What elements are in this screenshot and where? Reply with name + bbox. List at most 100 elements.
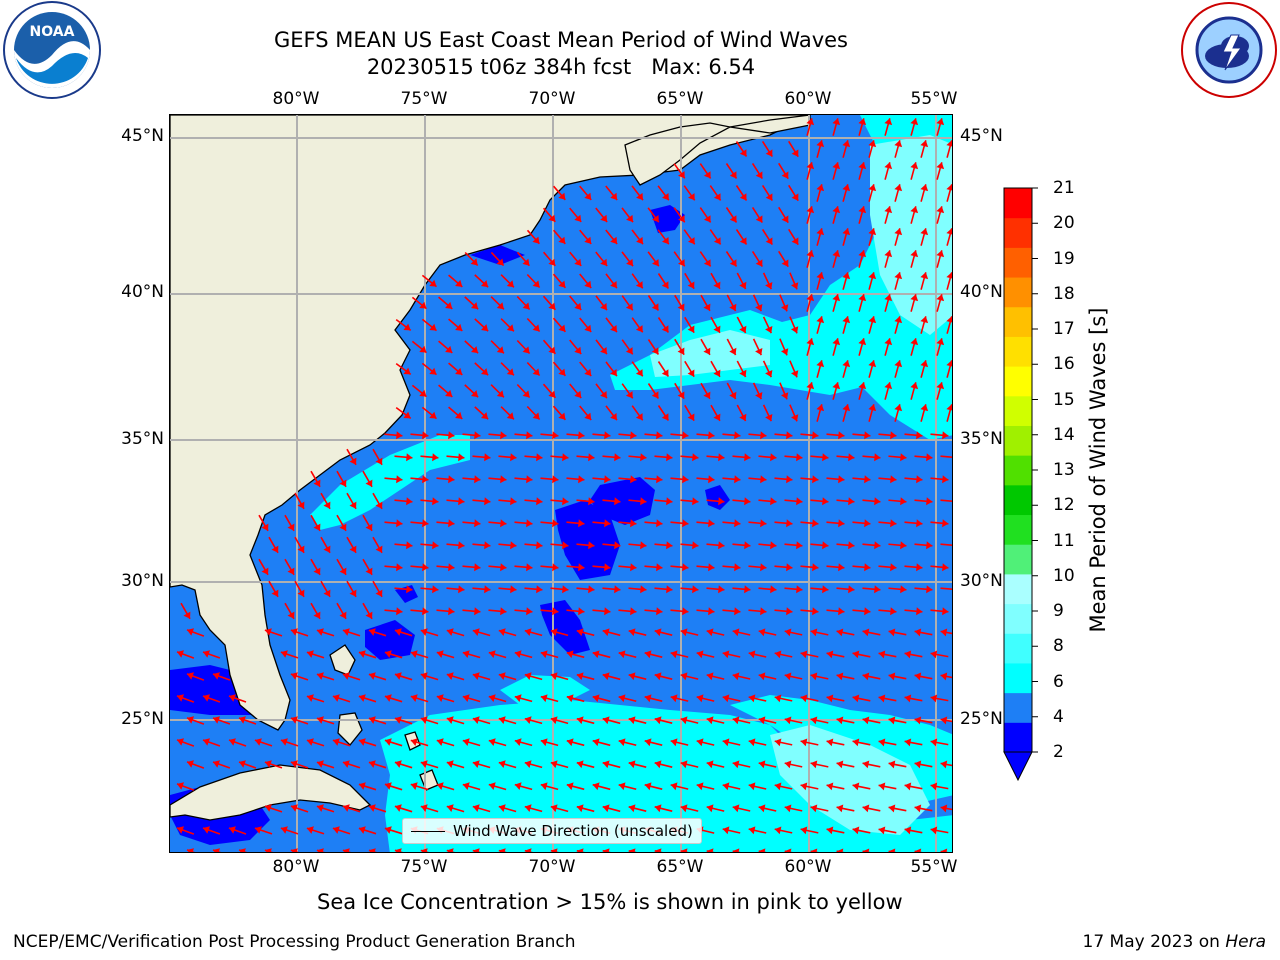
wind-wave-arrowhead [765,237,773,245]
wind-wave-arrowhead [446,716,454,724]
wind-wave-arrowhead [930,738,938,747]
wind-wave-arrowhead [800,738,808,747]
wind-wave-arrowhead [588,541,595,550]
wind-wave-arrowhead [384,826,392,834]
wind-wave-arrowhead [858,162,867,170]
wind-wave-arrowhead [602,760,610,769]
wind-wave-arrowhead [862,716,870,725]
wind-wave-arrowhead [342,672,350,680]
wind-wave-arrowhead [755,348,763,356]
wind-wave-arrowhead [635,281,643,289]
wind-wave-arrowhead [678,259,685,267]
wind-wave-arrowhead [852,826,860,835]
wind-wave-arrowhead [651,347,659,355]
wind-wave-arrowhead [662,193,669,201]
wind-wave-arrowhead [514,650,522,658]
wind-wave-arrowhead [526,519,533,528]
wind-wave-arrowhead [729,347,737,355]
wind-wave-arrowhead [926,585,933,594]
wind-wave-arrowhead [183,611,191,619]
colorbar-segments [1003,187,1033,753]
wind-wave-arrowhead [323,501,331,509]
wind-wave-arrowhead [838,431,845,440]
wind-wave-arrowhead [618,650,626,659]
wind-wave-arrowhead [713,369,721,377]
wind-wave-arrowhead [481,324,489,332]
wind-wave-arrowhead [472,672,480,680]
wind-wave-arrowhead [474,607,481,616]
wind-wave-arrowhead [666,453,673,462]
wind-wave-arrowhead [739,237,747,245]
wind-wave-arrowhead [339,523,347,531]
wind-wave-arrowhead [832,162,841,170]
wind-wave-arrowhead [822,541,829,550]
wind-wave-arrowhead [920,360,929,368]
wind-wave-arrowhead [290,672,298,680]
wind-wave-arrowhead [812,607,819,616]
wind-wave-arrowhead [765,326,773,334]
wind-wave-arrowhead [781,259,789,267]
wind-wave-arrowhead [848,453,855,462]
wind-wave-arrowhead [420,628,428,636]
wind-wave-arrowhead [429,323,437,331]
colorbar-segment [1004,544,1032,575]
wind-wave-arrowhead [602,848,610,852]
wind-wave-arrowhead [496,346,504,354]
wind-wave-arrowhead [942,431,949,440]
wind-wave-arrowhead [836,804,844,813]
wind-wave-arrowhead [744,541,751,550]
wind-wave-arrowhead [271,545,279,553]
wind-wave-arrowhead [687,413,695,421]
wind-wave-arrowhead [784,672,792,681]
wind-wave-arrowhead [687,325,695,333]
wind-wave-arrowhead [755,171,763,179]
wind-wave-arrowhead [890,607,897,616]
colorbar-tick-label: 12 [1053,495,1075,516]
footer-host: Hera [1225,932,1266,952]
wind-wave-arrowhead [878,650,886,659]
wind-wave-arrowhead [349,589,357,597]
wind-wave-arrowhead [524,760,532,768]
wind-wave-arrowhead [894,404,903,412]
wind-wave-arrowhead [936,162,945,170]
wind-wave-arrowhead [852,650,860,659]
wind-wave-arrowhead [858,206,867,214]
wind-wave-arrowhead [574,346,582,354]
wind-wave-arrowhead [297,545,305,553]
wind-wave-arrowhead [316,628,324,636]
wind-wave-arrowhead [800,826,808,835]
wind-wave-arrowhead [680,716,688,725]
wind-wave-arrowhead [471,346,479,354]
wind-wave-arrowhead [584,280,592,288]
wind-wave-arrowhead [796,541,803,550]
wind-wave-arrowhead [524,672,532,680]
wind-wave-arrowhead [708,431,715,440]
wind-wave-arrowhead [358,826,366,834]
wind-wave-arrowhead [481,280,489,288]
wind-wave-arrowhead [722,826,730,835]
wind-wave-arrowhead [628,760,636,769]
wind-wave-arrowhead [588,453,595,462]
lon-label-bottom-70w: 70°W [528,857,576,877]
wind-wave-arrowhead [526,475,533,484]
wind-wave-arrowhead [732,804,740,813]
wind-wave-arrowhead [706,628,714,637]
wind-wave-arrowhead [316,672,324,680]
wind-wave-arrow [940,455,952,459]
lat-label-right-25n: 25°N [960,709,1003,729]
wind-wave-arrowhead [914,628,922,637]
wind-wave-arrowhead [644,782,652,791]
wind-wave-arrowhead [558,412,566,420]
colorbar-tick-label: 16 [1053,354,1075,375]
wind-wave-arrowhead [419,345,427,353]
wind-wave-arrowhead [765,193,773,201]
wind-wave-arrowhead [842,228,851,236]
map-canvas [170,115,952,852]
wind-wave-arrowhead [936,382,945,390]
wind-wave-arrowhead [264,760,272,768]
wind-wave-arrowhead [791,326,799,334]
wind-wave-arrowhead [734,431,741,440]
wind-wave-arrowhead [758,628,766,637]
wind-wave-arrowhead [522,258,530,266]
colorbar-segment [1004,455,1032,486]
